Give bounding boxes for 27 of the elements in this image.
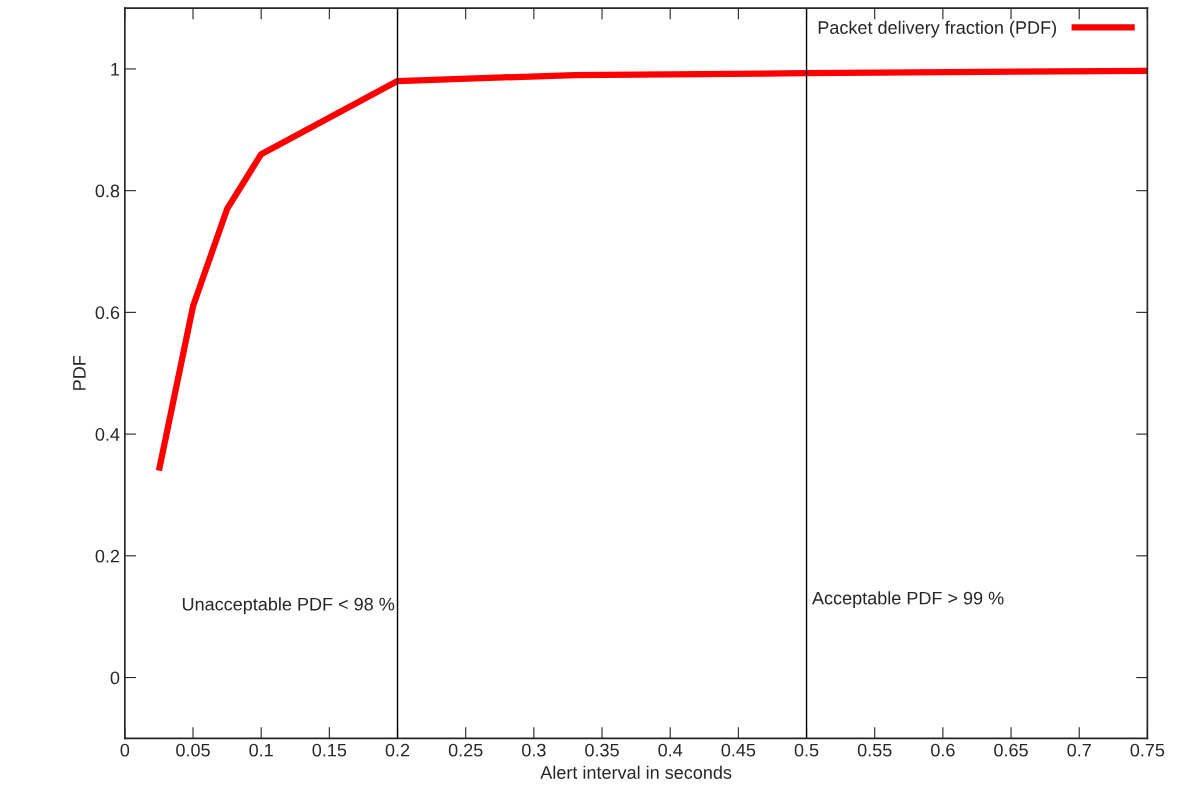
x-tick-label: 0 [120,743,130,757]
x-tick-label: 0.75 [1130,743,1165,757]
x-tick-label: 0.4 [658,743,683,757]
y-tick-label: 0.2 [95,549,120,563]
y-tick-label: 1 [111,63,120,76]
x-tick-label: 0.7 [1067,743,1091,757]
x-axis-title: Alert interval in seconds [540,765,732,779]
x-tick-label: 0.55 [857,743,892,757]
y-tick-label: 0 [110,671,120,685]
x-tick-label: 0.3 [522,743,546,757]
y-tick-label: 0.4 [95,428,120,441]
legend-label: Packet delivery fraction (PDF) [818,20,1056,38]
ref-line-label: Acceptable PDF > 99 % [812,591,1004,609]
x-tick-label: 0.65 [994,743,1028,757]
x-tick-label: 0.1 [249,743,273,757]
x-tick-label: 0.25 [448,743,483,757]
x-tick-label: 0.5 [794,743,819,757]
ref-line-label: Unacceptable PDF < 98 % [182,597,395,615]
y-tick-label: 0.6 [95,306,120,320]
x-tick-label: 0.2 [385,743,410,757]
x-tick-label: 0.15 [312,743,347,757]
y-axis-title: PDF [73,355,86,390]
x-tick-label: 0.35 [585,743,619,757]
y-tick-label: 0.8 [95,184,120,198]
x-tick-label: 0.6 [931,743,955,757]
x-tick-label: 0.05 [176,743,210,757]
x-tick-label: 0.45 [721,743,756,757]
